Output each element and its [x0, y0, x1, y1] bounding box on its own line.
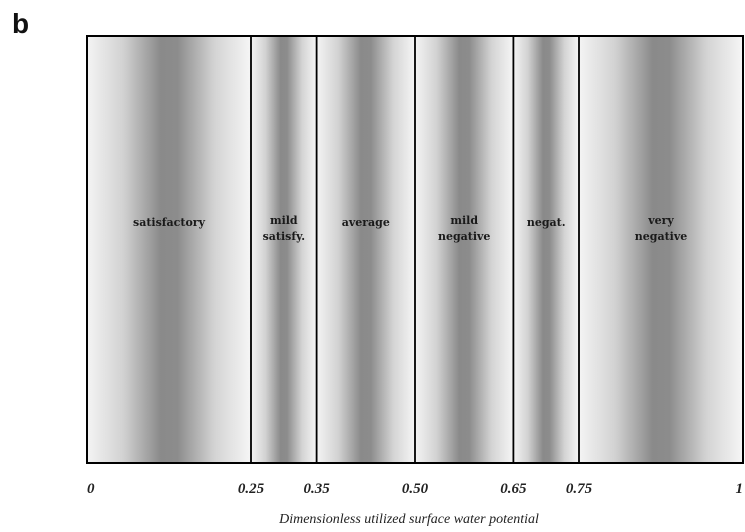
tick-labels-group: 0 0.25 0.35 0.50 0.65 0.75 1 — [87, 481, 743, 497]
tick-label: 0.50 — [402, 481, 429, 497]
band-label: satisfy. — [263, 230, 305, 243]
tick-label: 1 — [736, 481, 744, 497]
band-label: very — [647, 214, 674, 227]
tick-label: 0 — [87, 481, 95, 497]
tick-label: 0.65 — [500, 481, 527, 497]
band-label: average — [342, 216, 390, 229]
tick-label: 0.25 — [238, 481, 265, 497]
band-3 — [415, 36, 514, 463]
band-label: negative — [635, 230, 687, 243]
band-labels-group: satisfactory mild satisfy. average mild negat… — [133, 214, 687, 243]
band-label: negat. — [527, 216, 566, 229]
band-label: mild — [270, 214, 298, 227]
band-label: mild — [450, 214, 478, 227]
band-label: satisfactory — [133, 216, 206, 229]
band-label: negative — [438, 230, 490, 243]
band-4 — [513, 36, 579, 463]
chart-frame — [86, 35, 744, 464]
tick-label: 0.35 — [303, 481, 330, 497]
band-5 — [579, 36, 743, 463]
x-axis-title: Dimensionless utilized surface water pot… — [278, 512, 539, 527]
band-0 — [87, 36, 251, 463]
bands-group — [87, 36, 743, 463]
band-2 — [316, 36, 415, 463]
panel-label: b — [12, 8, 30, 39]
tick-label: 0.75 — [566, 481, 593, 497]
band-1 — [251, 36, 317, 463]
